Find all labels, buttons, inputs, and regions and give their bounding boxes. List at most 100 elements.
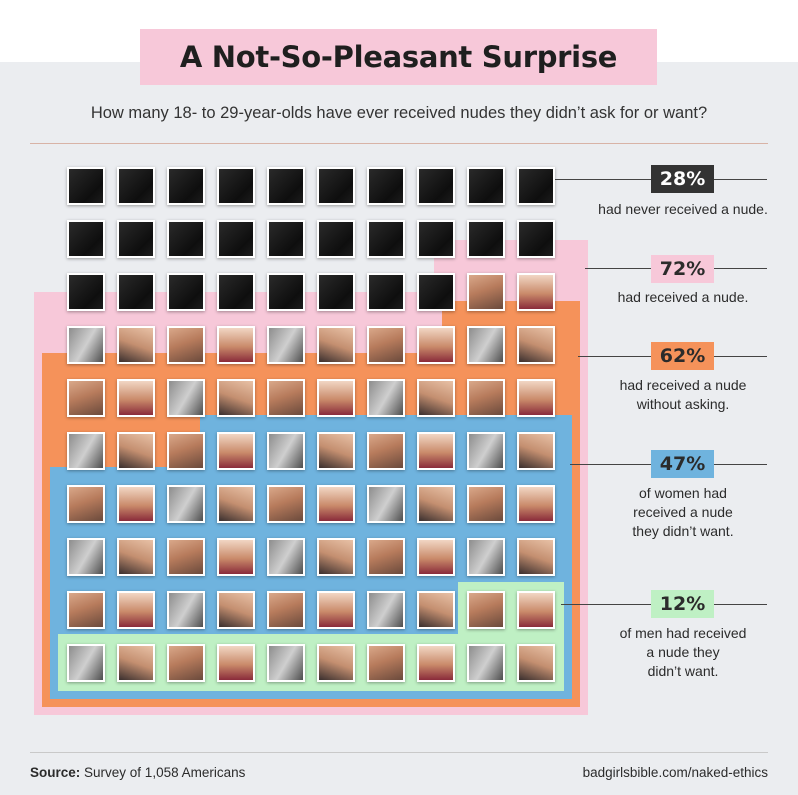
unit-photo-fill (519, 434, 553, 468)
unit-blank (517, 167, 555, 205)
unit-photo-fill (369, 328, 403, 362)
unit-photo (517, 591, 555, 629)
unit-photo-fill (69, 487, 103, 521)
unit-photo-fill (469, 434, 503, 468)
unit-blank-fill (169, 275, 203, 309)
unit-photo-fill (469, 540, 503, 574)
unit-blank-fill (419, 222, 453, 256)
unit-photo (517, 273, 555, 311)
unit-photo (167, 432, 205, 470)
unit-blank (267, 220, 305, 258)
unit-photo-fill (119, 487, 153, 521)
unit-photo (67, 326, 105, 364)
unit-photo (367, 644, 405, 682)
unit-photo-fill (319, 593, 353, 627)
unit-photo (217, 591, 255, 629)
unit-photo-fill (469, 381, 503, 415)
unit-photo-fill (119, 381, 153, 415)
unit-photo-fill (369, 540, 403, 574)
unit-blank (367, 167, 405, 205)
unit-photo (117, 379, 155, 417)
unit-photo (217, 644, 255, 682)
source-text: Survey of 1,058 Americans (84, 765, 246, 780)
unit-photo (167, 644, 205, 682)
unit-photo (367, 485, 405, 523)
unit-photo (267, 644, 305, 682)
legend-caption-28: had never received a nude. (583, 200, 783, 219)
unit-photo (517, 326, 555, 364)
unit-photo (217, 379, 255, 417)
legend-percent-28: 28% (651, 165, 714, 193)
unit-photo-fill (119, 593, 153, 627)
unit-photo-fill (369, 434, 403, 468)
unit-photo (417, 432, 455, 470)
unit-blank (317, 273, 355, 311)
unit-photo (517, 644, 555, 682)
unit-photo-fill (519, 328, 553, 362)
unit-photo-fill (519, 540, 553, 574)
unit-blank (167, 167, 205, 205)
unit-photo-fill (219, 646, 253, 680)
unit-photo-fill (369, 381, 403, 415)
unit-photo (317, 538, 355, 576)
unit-blank-fill (369, 169, 403, 203)
unit-photo-fill (319, 434, 353, 468)
unit-photo (67, 591, 105, 629)
unit-photo-fill (419, 593, 453, 627)
unit-photo-fill (419, 487, 453, 521)
unit-blank-fill (519, 222, 553, 256)
unit-photo (67, 432, 105, 470)
unit-blank-fill (519, 169, 553, 203)
unit-photo (367, 538, 405, 576)
unit-photo (217, 432, 255, 470)
unit-photo (517, 432, 555, 470)
legend-caption-62: had received a nude without asking. (583, 376, 783, 414)
unit-blank-fill (419, 169, 453, 203)
unit-photo (267, 591, 305, 629)
unit-photo (467, 538, 505, 576)
unit-photo (117, 326, 155, 364)
unit-photo-fill (519, 275, 553, 309)
unit-blank (367, 220, 405, 258)
unit-photo-fill (119, 540, 153, 574)
unit-blank-fill (269, 222, 303, 256)
unit-photo-fill (469, 275, 503, 309)
unit-photo (167, 485, 205, 523)
unit-blank (217, 167, 255, 205)
unit-photo-fill (219, 381, 253, 415)
unit-photo (417, 485, 455, 523)
unit-photo-fill (219, 540, 253, 574)
legend-caption-line: had received a nude. (617, 289, 749, 305)
unit-photo (167, 379, 205, 417)
unit-blank (117, 273, 155, 311)
unit-photo (117, 591, 155, 629)
unit-photo (317, 432, 355, 470)
legend-caption-line: had never received a nude. (598, 201, 768, 217)
unit-photo (167, 326, 205, 364)
legend-caption-line: didn’t want. (647, 663, 719, 679)
unit-blank (317, 220, 355, 258)
unit-photo (267, 485, 305, 523)
unit-photo (467, 591, 505, 629)
unit-photo (67, 538, 105, 576)
unit-photo (467, 432, 505, 470)
unit-blank (267, 273, 305, 311)
legend-caption-line: without asking. (636, 396, 730, 412)
unit-blank-fill (69, 169, 103, 203)
unit-photo (167, 591, 205, 629)
footer-url[interactable]: badgirlsbible.com/naked-ethics (582, 765, 768, 780)
unit-blank-fill (319, 222, 353, 256)
unit-blank (367, 273, 405, 311)
unit-photo-fill (69, 593, 103, 627)
unit-blank (117, 220, 155, 258)
unit-photo-fill (69, 381, 103, 415)
unit-blank-fill (369, 222, 403, 256)
divider-bottom (30, 752, 768, 753)
unit-photo (467, 485, 505, 523)
unit-photo-fill (519, 646, 553, 680)
unit-photo (317, 379, 355, 417)
unit-photo-fill (219, 434, 253, 468)
unit-blank (67, 167, 105, 205)
unit-photo (517, 379, 555, 417)
unit-blank (467, 220, 505, 258)
